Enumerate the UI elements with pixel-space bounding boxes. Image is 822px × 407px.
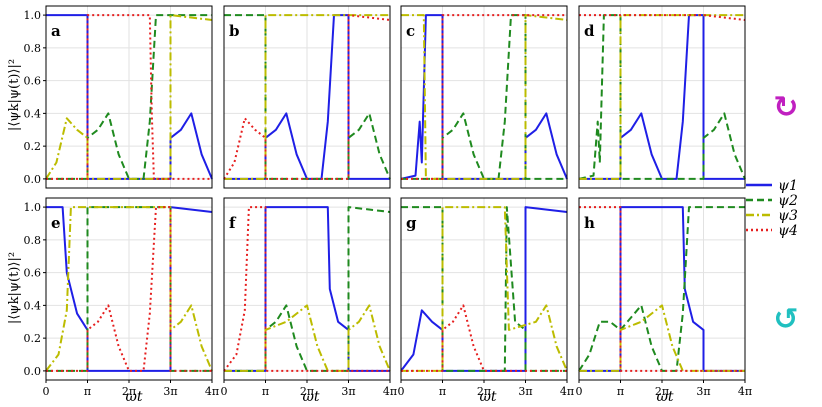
x-tick-label: 3π	[163, 385, 177, 398]
panel-c: c	[400, 5, 568, 189]
series-line-psi4	[46, 14, 212, 180]
y-tick-label: 0.0	[24, 173, 42, 186]
series-line-psi3	[224, 14, 390, 180]
x-tick-label: 0	[221, 385, 228, 398]
legend-label: ψ3	[778, 208, 798, 224]
x-tick-label: π	[262, 385, 269, 398]
x-tick-label: 2π	[655, 385, 669, 398]
y-tick-label: 0.6	[24, 75, 42, 88]
y-tick-label: 0.2	[24, 140, 42, 153]
series-line-psi2	[578, 14, 746, 180]
x-tick-label: 2π	[477, 385, 491, 398]
series-line-psi2	[224, 14, 391, 180]
panel-letter: a	[51, 22, 61, 40]
series-line-psi4	[223, 14, 391, 180]
y-tick-label: 0.6	[24, 267, 42, 280]
series-line-psi3	[45, 206, 213, 372]
x-tick-label: 4π	[738, 385, 752, 398]
series-line-psi2	[578, 206, 745, 372]
x-tick-label: 4π	[383, 385, 397, 398]
x-axis-label-2: ωt	[302, 389, 319, 405]
panel-e: e 0.0 0.2 0.4 0.6 0.8 1.0 0 π 2π 3π 4π	[24, 197, 219, 398]
panel-b: b	[223, 5, 391, 189]
x-tick-label: π	[84, 385, 91, 398]
panel-frame	[45, 5, 213, 189]
y-tick-label: 0.4	[24, 107, 42, 120]
x-axis-label-3: ωt	[479, 389, 496, 405]
x-tick-label: π	[439, 385, 446, 398]
panel-letter: g	[406, 214, 417, 232]
clockwise-rotation-icon: ↻	[773, 90, 798, 125]
panel-g: g 0 π 2π 3π 4π	[398, 197, 574, 398]
y-tick-label: 1.0	[24, 9, 42, 22]
y-axis-label-top: |⟨ψk|ψ(t)⟩|²	[7, 59, 22, 131]
x-tick-label: 0	[43, 385, 50, 398]
panel-f: f 0 π 2π 3π 4π	[221, 197, 397, 398]
series-line-psi3	[401, 206, 568, 372]
x-tick-label: 4π	[560, 385, 574, 398]
legend-label: ψ2	[778, 193, 798, 209]
y-tick-label: 0.8	[24, 234, 42, 247]
series-line-psi2	[401, 206, 567, 372]
panel-frame	[223, 5, 391, 189]
panel-letter: h	[584, 214, 595, 232]
x-axis-label-4: ωt	[656, 389, 673, 405]
panel-d: d	[578, 5, 746, 189]
series-line-psi4	[579, 206, 745, 372]
panel-frame	[578, 5, 746, 189]
x-tick-label: 0	[398, 385, 405, 398]
legend-label: ψ1	[778, 178, 798, 194]
x-tick-label: 2π	[300, 385, 314, 398]
x-axis-label-1: ωt	[125, 389, 142, 405]
series-line-psi1	[224, 206, 390, 372]
series-line-psi4	[401, 14, 567, 180]
panel-letter: b	[229, 22, 240, 40]
series-line-psi4	[579, 14, 746, 21]
x-tick-label: 3π	[696, 385, 710, 398]
legend-label: ψ4	[778, 223, 798, 239]
x-tick-label: 0	[576, 385, 583, 398]
y-tick-label: 1.0	[24, 201, 42, 214]
panel-letter: d	[584, 22, 595, 40]
panel-grid: a 0.0 0.2 0.4 0.6 0.8 1.0 b c d e 0.0 0.2 0.4 0.6 0.8 1.…	[24, 5, 752, 398]
x-tick-label: 3π	[518, 385, 532, 398]
y-tick-label: 0.2	[24, 332, 42, 345]
panel-frame	[400, 5, 568, 189]
x-tick-label: 3π	[341, 385, 355, 398]
panel-letter: e	[51, 214, 61, 232]
x-tick-label: 4π	[205, 385, 219, 398]
panel-a: a 0.0 0.2 0.4 0.6 0.8 1.0	[24, 5, 213, 189]
y-axis-label-bottom: |⟨ψk|ψ(t)⟩|²	[7, 252, 22, 324]
series-line-psi4	[223, 206, 390, 372]
x-tick-label: π	[617, 385, 624, 398]
y-tick-label: 0.0	[24, 365, 42, 378]
counterclockwise-rotation-icon: ↺	[773, 302, 798, 337]
y-tick-label: 0.8	[24, 42, 42, 55]
panel-letter: f	[229, 214, 237, 232]
series-line-psi2	[224, 206, 391, 372]
series-line-psi3	[401, 14, 568, 180]
series-line-psi3	[579, 14, 745, 180]
x-tick-label: 2π	[122, 385, 136, 398]
panel-h: h 0 π 2π 3π 4π	[576, 197, 752, 398]
series-line-psi4	[401, 304, 567, 372]
series-line-psi3	[579, 304, 745, 372]
series-line-psi3	[45, 14, 213, 180]
y-tick-label: 0.4	[24, 299, 42, 312]
series-line-psi3	[224, 304, 391, 372]
panel-letter: c	[406, 22, 415, 40]
